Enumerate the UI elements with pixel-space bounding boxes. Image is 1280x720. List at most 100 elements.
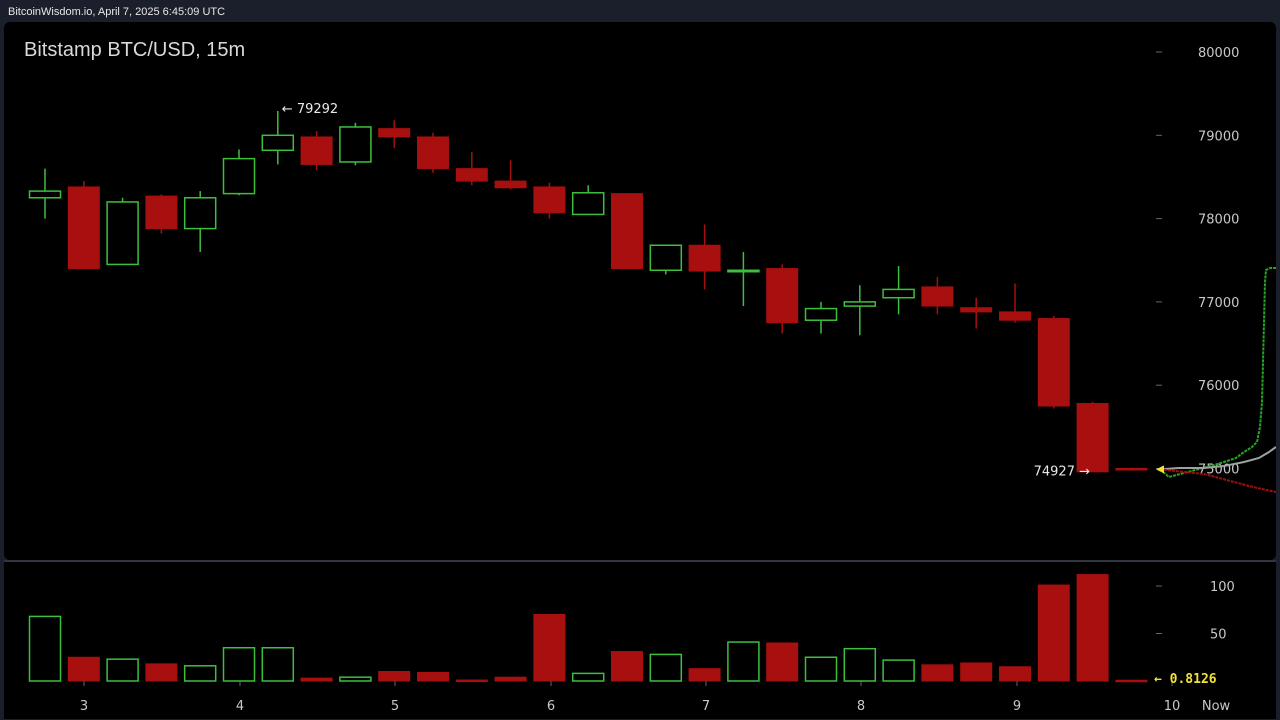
volume-bar — [611, 651, 643, 682]
volume-bar — [1076, 574, 1109, 682]
volume-bar — [67, 656, 100, 682]
volume-tick-label: 100 — [1210, 580, 1235, 595]
candle — [571, 185, 605, 216]
chart-title: Bitstamp BTC/USD, 15m — [24, 39, 245, 61]
candle-body — [222, 157, 256, 195]
volume-bar — [533, 614, 566, 682]
candle — [960, 297, 993, 329]
x-tick-label: 4 — [236, 699, 244, 714]
x-tick-label: 10 — [1164, 699, 1181, 714]
volume-bar — [571, 672, 605, 682]
volume-bar — [960, 662, 993, 682]
candle-body — [611, 193, 643, 270]
candle-body — [106, 201, 139, 266]
volume-bar — [28, 615, 62, 682]
candle — [611, 193, 643, 270]
candle — [67, 181, 100, 270]
volume-bar — [417, 671, 449, 682]
candle-body — [766, 268, 799, 324]
candle — [804, 301, 838, 334]
volume-bar — [183, 665, 217, 682]
candle-body — [533, 186, 566, 214]
y-tick-label: 80000 — [1198, 46, 1239, 61]
volume-bar — [300, 677, 333, 682]
y-tick-label: 79000 — [1198, 129, 1239, 144]
candle — [649, 244, 683, 275]
candle-body — [494, 180, 527, 189]
candle-body — [300, 136, 333, 165]
x-tick-label: 9 — [1013, 699, 1021, 714]
y-tick-label: 76000 — [1198, 379, 1239, 394]
volume-bar — [339, 676, 372, 682]
candle — [1076, 401, 1109, 473]
candle — [727, 251, 760, 307]
candle — [261, 110, 295, 165]
candle — [417, 132, 449, 173]
candle-body — [727, 269, 760, 273]
candle — [882, 266, 915, 315]
candle-body — [804, 307, 838, 321]
candle — [1115, 467, 1148, 471]
candle — [843, 285, 877, 336]
volume-bar — [222, 647, 256, 682]
candle-body — [455, 168, 488, 182]
depth-mid-line — [1159, 446, 1276, 471]
candle — [999, 283, 1031, 323]
candle-body — [378, 128, 411, 138]
candle-body — [183, 197, 217, 230]
source-timestamp: BitcoinWisdom.io, April 7, 2025 6:45:09 … — [8, 6, 226, 18]
volume-tick-label: 50 — [1210, 628, 1227, 643]
volume-bar — [1115, 679, 1148, 683]
candle — [222, 149, 256, 196]
candle-body — [921, 286, 954, 307]
volume-bar — [455, 679, 488, 683]
candle — [339, 122, 372, 166]
candle-body — [960, 307, 993, 313]
x-tick-label: Now — [1202, 699, 1231, 714]
candlestick-chart[interactable]: Bitstamp BTC/USD, 15m 80000 79000 78000 7700… — [4, 22, 1276, 720]
candle — [106, 197, 139, 266]
volume-bar — [804, 656, 838, 682]
candle-body — [261, 134, 295, 152]
candle-body — [67, 186, 100, 270]
volume-bar — [106, 658, 139, 682]
volume-bar — [921, 664, 954, 682]
candle — [688, 224, 721, 290]
x-tick-label: 6 — [547, 699, 555, 714]
candle-body — [339, 126, 372, 163]
x-tick-label: 3 — [80, 699, 88, 714]
depth-ask-line — [1159, 468, 1276, 493]
depth-bid-line — [1159, 267, 1276, 479]
volume-bar — [1037, 584, 1070, 682]
candle — [766, 264, 799, 334]
volume-bar — [145, 663, 178, 682]
x-tick-label: 7 — [702, 699, 710, 714]
y-tick-label: 77000 — [1198, 296, 1239, 311]
candle — [145, 194, 178, 234]
x-tick-label: 8 — [857, 699, 865, 714]
volume-bar — [494, 676, 527, 682]
volume-bar — [378, 671, 411, 682]
volume-bar — [843, 647, 877, 682]
volume-bar — [649, 653, 683, 682]
last-price-label: 74927 → — [1034, 464, 1090, 479]
chart-area[interactable]: Bitstamp BTC/USD, 15m 80000 79000 78000 7700… — [4, 22, 1276, 720]
candle-body — [1115, 468, 1148, 471]
volume-bar — [999, 666, 1031, 682]
candle — [183, 191, 217, 252]
volume-bar — [766, 642, 799, 682]
candle — [300, 131, 333, 171]
candle — [378, 120, 411, 148]
volume-value-label: ← 0.8126 — [1154, 672, 1217, 687]
candle-body — [1076, 403, 1109, 473]
candle — [921, 276, 954, 315]
candle-body — [571, 192, 605, 216]
candle-body — [145, 195, 178, 230]
candle-body — [1037, 318, 1070, 407]
high-price-label: ← 79292 — [282, 102, 338, 117]
candle — [533, 182, 566, 219]
volume-bar — [688, 668, 721, 682]
candle-body — [417, 136, 449, 170]
y-tick-label: 78000 — [1198, 213, 1239, 228]
volume-bar — [727, 641, 760, 682]
